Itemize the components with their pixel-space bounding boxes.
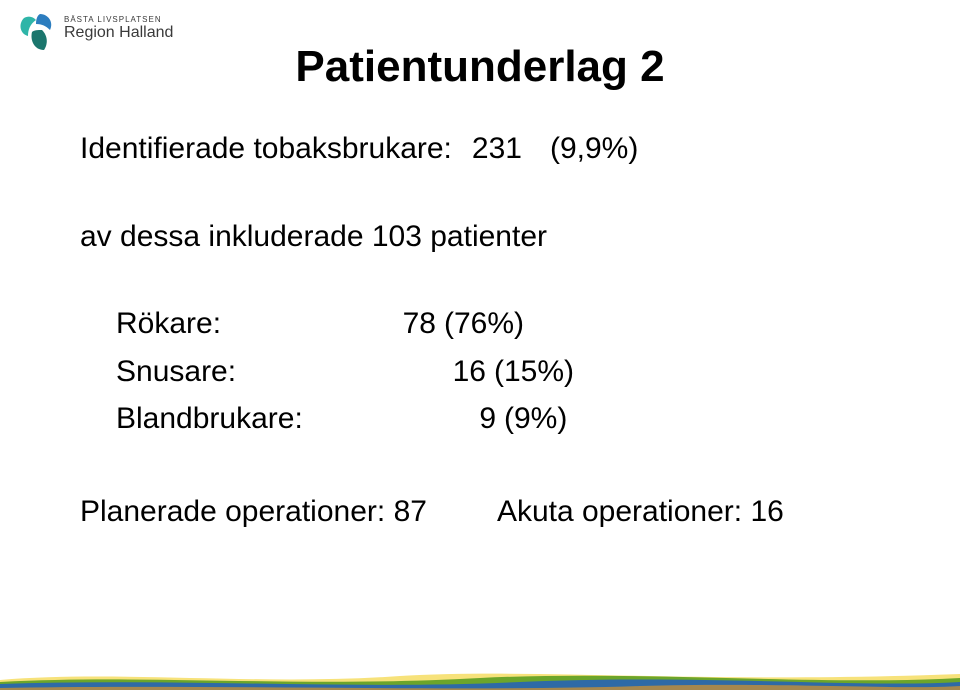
category-row: Snusare: 16 (15%) bbox=[116, 353, 900, 391]
planned-ops-value: 87 bbox=[394, 495, 427, 528]
category-label: Blandbrukare: bbox=[116, 400, 366, 438]
category-value: 9 bbox=[366, 400, 496, 438]
category-pct: (76%) bbox=[444, 305, 544, 343]
category-pct: (9%) bbox=[504, 400, 604, 438]
category-label: Rökare: bbox=[116, 305, 366, 343]
content-block: Identifierade tobaksbrukare: 231 (9,9%) … bbox=[80, 130, 900, 530]
category-row: Rökare: 78 (76%) bbox=[116, 305, 900, 343]
acute-ops: Akuta operationer: 16 bbox=[497, 493, 784, 531]
category-label: Snusare: bbox=[116, 353, 366, 391]
included-text: av dessa inkluderade 103 patienter bbox=[80, 220, 547, 253]
logo-text: BÄSTA LIVSPLATSEN Region Halland bbox=[64, 16, 173, 42]
category-row: Blandbrukare: 9 (9%) bbox=[116, 400, 900, 438]
included-row: av dessa inkluderade 103 patienter bbox=[80, 218, 900, 256]
identified-value: 231 bbox=[472, 130, 522, 168]
logo-region: Region Halland bbox=[64, 25, 173, 42]
planned-ops-label: Planerade operationer: bbox=[80, 495, 385, 528]
planned-ops: Planerade operationer: 87 bbox=[80, 493, 427, 531]
page-title: Patientunderlag 2 bbox=[0, 42, 960, 92]
identified-pct: (9,9%) bbox=[550, 130, 638, 168]
acute-ops-value: 16 bbox=[750, 495, 783, 528]
footer-stripe bbox=[0, 662, 960, 690]
acute-ops-label: Akuta operationer: bbox=[497, 495, 742, 528]
identified-row: Identifierade tobaksbrukare: 231 (9,9%) bbox=[80, 130, 900, 168]
categories-block: Rökare: 78 (76%) Snusare: 16 (15%) Bland… bbox=[116, 305, 900, 438]
category-value: 16 bbox=[366, 353, 486, 391]
identified-label: Identifierade tobaksbrukare: bbox=[80, 130, 452, 168]
operations-row: Planerade operationer: 87 Akuta operatio… bbox=[80, 493, 900, 531]
logo-tagline: BÄSTA LIVSPLATSEN bbox=[64, 16, 173, 24]
category-value: 78 bbox=[366, 305, 436, 343]
category-pct: (15%) bbox=[494, 353, 594, 391]
